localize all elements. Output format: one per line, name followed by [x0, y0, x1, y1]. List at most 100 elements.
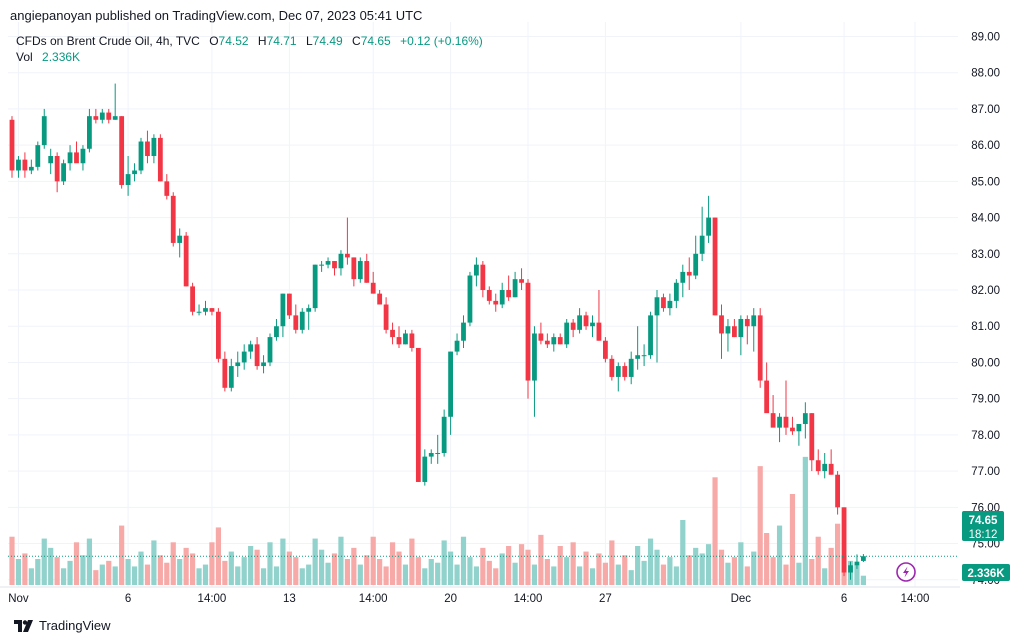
volume-bar [164, 562, 170, 585]
volume-bar [357, 564, 363, 585]
volume-bar [312, 538, 318, 585]
volume-bar [112, 566, 118, 585]
volume-bar [551, 566, 557, 585]
price-tick-label: 87.00 [971, 104, 1000, 116]
candle-body [454, 340, 460, 352]
volume-bar [860, 575, 866, 585]
volume-bar [757, 466, 763, 585]
candle-body [190, 286, 195, 312]
volume-bar [564, 557, 570, 585]
footer-brand-label: TradingView [39, 618, 111, 633]
volume-bar [209, 542, 215, 585]
candle-body [177, 235, 183, 243]
volume-bar [802, 456, 808, 585]
candle-body [261, 362, 266, 367]
candle-body [719, 315, 724, 334]
candle-body [467, 275, 473, 323]
volume-badge: 2.336K [962, 564, 1010, 581]
candle-body [544, 340, 550, 345]
time-axis[interactable]: Nov 6 14:00 13 14:00 20 14:00 27 Dec 6 14:00 [8, 593, 929, 605]
candle-body [409, 333, 415, 348]
volume-bar [144, 564, 151, 585]
candle-body [248, 344, 254, 352]
volume-bar [190, 553, 196, 585]
volume-bar [718, 549, 725, 585]
volume-bar [299, 568, 305, 585]
candle-body [370, 282, 376, 294]
candle-body [551, 337, 557, 345]
volume-bar [377, 559, 383, 585]
time-tick-label: 13 [283, 593, 296, 605]
candle-body [435, 452, 441, 454]
legend-vol-value: 2.336K [42, 50, 81, 64]
grid-lines [8, 22, 958, 587]
candle-body [590, 322, 595, 327]
candle-body [332, 261, 337, 269]
volume-bar [493, 568, 499, 585]
volume-bar [499, 553, 505, 585]
candle-body [680, 271, 686, 283]
volume-bar [828, 547, 834, 585]
candle-body [35, 145, 41, 167]
countdown-badge-value: 18:12 [969, 529, 998, 541]
volume-bar [686, 555, 692, 585]
volume-bar [647, 538, 654, 585]
candle-body [757, 315, 763, 381]
volume-bar [441, 540, 447, 585]
volume-bar [422, 568, 428, 585]
candle-body [796, 424, 802, 432]
price-tick-label: 79.00 [971, 394, 1000, 406]
price-tick-label: 82.00 [971, 285, 1000, 297]
legend-high-value: 74.71 [266, 34, 297, 48]
footer-brand[interactable]: TradingView [14, 618, 111, 633]
candle-body [499, 290, 505, 305]
candle-body [125, 174, 131, 185]
candle-body [383, 304, 389, 330]
volume-bar [589, 568, 596, 585]
candle-body [319, 264, 324, 266]
price-axis[interactable]: 89.00 88.00 87.00 86.00 85.00 84.00 83.00 82.00… [971, 31, 1000, 586]
volume-bar [693, 547, 699, 585]
volume-bar [125, 559, 131, 585]
candle-body [538, 333, 544, 341]
candle-body [751, 315, 757, 327]
candle-body [357, 261, 363, 280]
volume-bar [518, 544, 525, 585]
volume-bar [106, 560, 112, 585]
volume-bar [467, 557, 473, 585]
volume-bar [119, 525, 125, 585]
volume-bar [41, 538, 47, 585]
candle-body [325, 261, 331, 265]
legend-symbol[interactable]: CFDs on Brent Crude Oil, 4h, TVC [16, 34, 200, 48]
candle-body [254, 344, 260, 367]
volume-bar [35, 559, 41, 585]
volume-bar [512, 562, 518, 585]
volume-bar [764, 533, 770, 585]
candle-body [519, 279, 524, 283]
volume-bar [525, 549, 531, 585]
volume-bar [809, 559, 815, 585]
volume-bar [815, 536, 821, 585]
volume-bar [725, 562, 731, 585]
candle-body [299, 311, 305, 330]
candle-body [132, 170, 137, 175]
volume-bar [680, 520, 686, 585]
legend-close-label: C [352, 34, 361, 48]
publish-header: angiepanoyan published on TradingView.co… [10, 8, 423, 23]
volume-bar [9, 536, 15, 585]
volume-bar [667, 557, 673, 585]
candle-body [183, 235, 189, 287]
volume-bar [854, 564, 860, 585]
price-badge: 74.65 18:12 [962, 511, 1004, 541]
candle-body [693, 253, 699, 276]
time-tick-label: 20 [444, 593, 457, 605]
candle-body [428, 452, 434, 457]
volume-bar [273, 566, 280, 585]
volume-bar [306, 564, 312, 585]
price-tick-label: 80.00 [971, 357, 1000, 369]
lightning-icon[interactable] [896, 562, 916, 582]
volume-bar [286, 551, 292, 585]
volume-bar [248, 546, 254, 585]
candle-body [583, 315, 589, 327]
